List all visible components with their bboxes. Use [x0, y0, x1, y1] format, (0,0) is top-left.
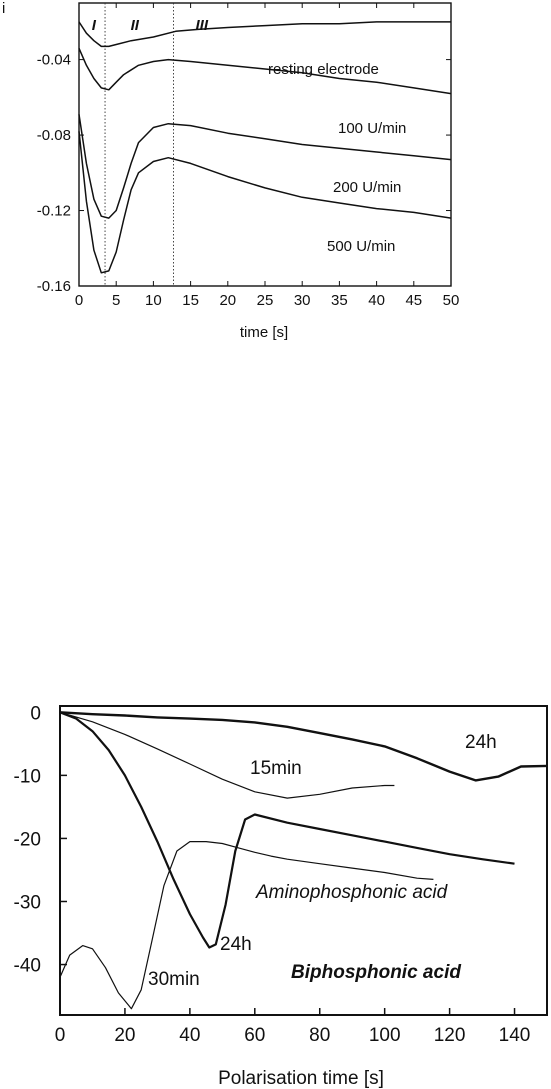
- x-axis-label: time [s]: [240, 324, 288, 341]
- x-tick-label: 40: [179, 1025, 200, 1046]
- y-tick-label: -10: [14, 766, 41, 787]
- series-line-1: [59, 711, 395, 799]
- series-label-200: 200 U/min: [333, 179, 401, 196]
- y-tick-label: -30: [14, 892, 41, 913]
- group-label-aminophosphonic: Aminophosphonic acid: [255, 882, 449, 903]
- region-label-3: III: [196, 17, 209, 34]
- y-tick-labels: -0.04 -0.08 -0.12 -0.16: [37, 52, 71, 295]
- group-label-biphosphonic: Biphosphonic acid: [291, 962, 461, 983]
- x-tick-label: 15: [182, 292, 199, 309]
- y-tick-label: -0.08: [37, 127, 71, 144]
- series-line-3: [59, 840, 434, 1010]
- series-line-3: [78, 114, 452, 219]
- x-tick-label: 120: [434, 1025, 466, 1046]
- series-line-1: [78, 21, 451, 48]
- chart-top: i I II III -0.04 -0.08 -0.12 -0.16 0 5 1…: [2, 0, 459, 341]
- x-tick-label: 0: [75, 292, 83, 309]
- x-tick-label: 60: [244, 1025, 265, 1046]
- series-line-4: [59, 711, 515, 949]
- series-label-15min: 15min: [250, 758, 302, 779]
- y-tick-label: -0.12: [37, 203, 71, 220]
- series-label-24h-bi: 24h: [220, 934, 252, 955]
- y-tick-label: 0: [30, 703, 41, 724]
- x-tick-label: 140: [499, 1025, 531, 1046]
- series-label-100: 100 U/min: [338, 120, 406, 137]
- y-tick-label: -20: [14, 829, 41, 850]
- plot-frame: [59, 705, 548, 1016]
- x-tick-label: 35: [331, 292, 348, 309]
- series-label-500: 500 U/min: [327, 238, 395, 255]
- x-tick-labels: 0 5 10 15 20 25 30 35 40 45 50: [75, 292, 460, 309]
- series-line-2: [59, 711, 548, 782]
- x-tick-label: 80: [309, 1025, 330, 1046]
- y-tick-label: -40: [14, 956, 41, 977]
- x-tick-label: 45: [405, 292, 422, 309]
- series-labels: resting electrode 100 U/min 200 U/min 50…: [268, 61, 406, 255]
- x-tick-label: 30: [294, 292, 311, 309]
- y-tick-labels: 0 -10 -20 -30 -40: [14, 703, 41, 976]
- x-tick-labels: 0 20 40 60 80 100 120 140: [55, 1025, 531, 1046]
- x-tick-label: 100: [369, 1025, 401, 1046]
- series-label-24h-amino: 24h: [465, 732, 497, 753]
- x-tick-label: 5: [112, 292, 120, 309]
- series-label-30min: 30min: [148, 969, 200, 990]
- x-tick-label: 20: [114, 1025, 135, 1046]
- region-label-1: I: [92, 17, 97, 34]
- x-tick-label: 0: [55, 1025, 66, 1046]
- x-tick-label: 50: [443, 292, 460, 309]
- series-line-4: [78, 131, 452, 274]
- x-tick-label: 10: [145, 292, 162, 309]
- chart-bottom: 0 -10 -20 -30 -40 0 20 40 60 80 100 120 …: [14, 703, 548, 1089]
- y-tick-label: -0.16: [37, 278, 71, 295]
- series-line-2: [78, 48, 452, 95]
- series-labels: 15min 24h 30min 24h: [148, 732, 497, 990]
- region-label-2: II: [131, 17, 140, 34]
- x-axis-label: Polarisation time [s]: [218, 1068, 384, 1089]
- y-tick-label: -0.04: [37, 52, 71, 69]
- x-tick-label: 25: [257, 292, 274, 309]
- series-label-resting-electrode: resting electrode: [268, 61, 379, 78]
- x-tick-label: 40: [368, 292, 385, 309]
- x-tick-label: 20: [219, 292, 236, 309]
- region-labels: I II III: [92, 17, 209, 34]
- y-axis-label: i: [2, 0, 5, 17]
